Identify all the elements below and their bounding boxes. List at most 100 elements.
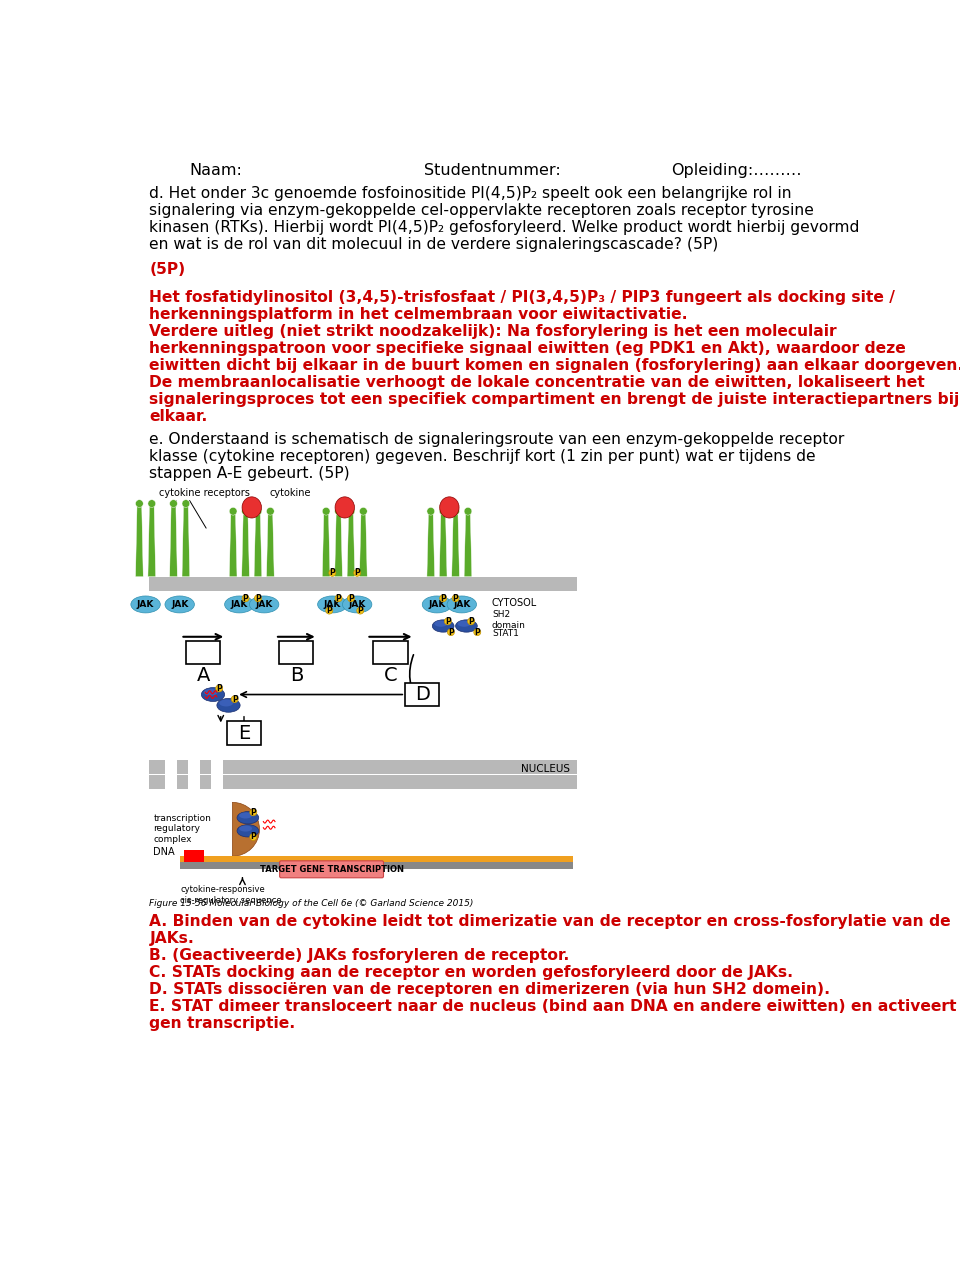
Ellipse shape xyxy=(422,595,452,613)
FancyBboxPatch shape xyxy=(279,861,383,877)
Text: JAKs.: JAKs. xyxy=(150,930,194,945)
Ellipse shape xyxy=(432,619,454,632)
Text: e. Onderstaand is schematisch de signaleringsroute van een enzym-gekoppelde rece: e. Onderstaand is schematisch de signale… xyxy=(150,432,845,447)
Text: JAK: JAK xyxy=(171,600,188,609)
Text: P: P xyxy=(326,607,332,616)
Text: d. Het onder 3c genoemde fosfoinositide PI(4,5)P₂ speelt ook een belangrijke rol: d. Het onder 3c genoemde fosfoinositide … xyxy=(150,186,792,201)
Text: P: P xyxy=(243,594,249,603)
Text: signalering via enzym-gekoppelde cel-oppervlakte receptoren zoals receptor tyros: signalering via enzym-gekoppelde cel-opp… xyxy=(150,204,814,219)
Text: cytokine receptors: cytokine receptors xyxy=(158,488,250,498)
Text: (5P): (5P) xyxy=(150,262,185,277)
Circle shape xyxy=(335,507,343,516)
Polygon shape xyxy=(452,511,460,576)
Text: SH2
domain: SH2 domain xyxy=(492,611,526,629)
Circle shape xyxy=(254,595,261,602)
Ellipse shape xyxy=(242,497,261,518)
Circle shape xyxy=(135,499,143,507)
Polygon shape xyxy=(427,511,435,576)
Text: D. STATs dissociëren van de receptoren en dimerizeren (via hun SH2 domein).: D. STATs dissociëren van de receptoren e… xyxy=(150,982,830,997)
Text: P: P xyxy=(255,594,261,603)
Circle shape xyxy=(427,507,435,516)
Circle shape xyxy=(323,507,330,516)
Ellipse shape xyxy=(237,824,259,837)
Text: P: P xyxy=(357,607,363,616)
Text: TARGET GENE TRANSCRIPTION: TARGET GENE TRANSCRIPTION xyxy=(259,865,403,873)
Ellipse shape xyxy=(204,689,218,695)
Circle shape xyxy=(335,595,342,602)
Text: cytokine-responsive
cis-regulatory sequence: cytokine-responsive cis-regulatory seque… xyxy=(180,886,282,905)
Ellipse shape xyxy=(335,497,354,518)
Wedge shape xyxy=(232,803,259,856)
Text: P: P xyxy=(474,628,480,637)
Text: JAK: JAK xyxy=(137,600,155,609)
Text: P: P xyxy=(251,808,256,817)
Text: stappen A-E gebeurt. (5P): stappen A-E gebeurt. (5P) xyxy=(150,466,350,480)
Circle shape xyxy=(348,507,355,516)
Text: herkenningsplatform in het celmembraan voor eiwitactivatie.: herkenningsplatform in het celmembraan v… xyxy=(150,307,688,322)
Ellipse shape xyxy=(239,825,252,832)
Ellipse shape xyxy=(239,813,252,819)
Bar xyxy=(150,775,577,789)
Polygon shape xyxy=(348,511,355,576)
FancyBboxPatch shape xyxy=(373,641,408,664)
Ellipse shape xyxy=(343,595,372,613)
Circle shape xyxy=(242,507,250,516)
Text: transcription
regulatory
complex: transcription regulatory complex xyxy=(154,814,211,843)
Ellipse shape xyxy=(447,595,476,613)
Circle shape xyxy=(182,499,190,507)
Polygon shape xyxy=(135,503,143,576)
Ellipse shape xyxy=(131,595,160,613)
Circle shape xyxy=(250,809,256,815)
Text: A. Binden van de cytokine leidt tot dimerizatie van de receptor en cross-fosfory: A. Binden van de cytokine leidt tot dime… xyxy=(150,914,951,929)
Text: P: P xyxy=(444,617,450,626)
Text: Verdere uitleg (niet strikt noodzakelijk): Na fosforylering is het een moleculai: Verdere uitleg (niet strikt noodzakelijk… xyxy=(150,324,837,339)
Text: JAK: JAK xyxy=(324,600,341,609)
Circle shape xyxy=(447,628,454,636)
Circle shape xyxy=(468,618,474,624)
Circle shape xyxy=(357,607,364,614)
Circle shape xyxy=(170,499,178,507)
Text: De membraanlocalisatie verhoogt de lokale concentratie van de eiwitten, lokalise: De membraanlocalisatie verhoogt de lokal… xyxy=(150,375,925,391)
Text: Figure 15-56 Molecular Biology of the Cell 6e (© Garland Science 2015): Figure 15-56 Molecular Biology of the Ce… xyxy=(150,899,474,908)
Ellipse shape xyxy=(434,621,447,627)
Text: Het fosfatidylinositol (3,4,5)-trisfosfaat / PI(3,4,5)P₃ / PIP3 fungeert als doc: Het fosfatidylinositol (3,4,5)-trisfosfa… xyxy=(150,291,896,306)
Polygon shape xyxy=(182,503,190,576)
Bar xyxy=(150,760,577,774)
Text: kinasen (RTKs). Hierbij wordt PI(4,5)P₂ gefosforyleerd. Welke product wordt hier: kinasen (RTKs). Hierbij wordt PI(4,5)P₂ … xyxy=(150,220,860,235)
Polygon shape xyxy=(267,511,275,576)
Text: JAK: JAK xyxy=(255,600,273,609)
Circle shape xyxy=(452,507,460,516)
Text: CYTOSOL: CYTOSOL xyxy=(492,598,538,608)
Polygon shape xyxy=(242,511,250,576)
Bar xyxy=(211,760,223,789)
Text: P: P xyxy=(441,594,446,603)
Bar xyxy=(150,576,577,590)
Text: STAT1: STAT1 xyxy=(492,629,518,638)
Text: NUCLEUS: NUCLEUS xyxy=(520,763,569,774)
Circle shape xyxy=(216,685,223,691)
Polygon shape xyxy=(464,511,472,576)
Ellipse shape xyxy=(456,619,477,632)
Text: P: P xyxy=(348,594,354,603)
Text: P: P xyxy=(468,617,474,626)
Text: JAK: JAK xyxy=(348,600,366,609)
Bar xyxy=(165,760,177,789)
Polygon shape xyxy=(148,503,156,576)
FancyBboxPatch shape xyxy=(227,722,261,744)
Ellipse shape xyxy=(217,699,240,712)
Text: JAK: JAK xyxy=(230,600,248,609)
Text: JAK: JAK xyxy=(428,600,445,609)
FancyBboxPatch shape xyxy=(405,683,440,707)
Circle shape xyxy=(452,595,459,602)
Polygon shape xyxy=(323,511,330,576)
Polygon shape xyxy=(170,503,178,576)
FancyBboxPatch shape xyxy=(279,641,313,664)
Text: C: C xyxy=(384,666,397,685)
Ellipse shape xyxy=(250,595,278,613)
Text: C. STATs docking aan de receptor en worden gefosforyleerd door de JAKs.: C. STATs docking aan de receptor en word… xyxy=(150,964,794,980)
Text: E. STAT dimeer transloceert naar de nucleus (bind aan DNA en andere eiwitten) en: E. STAT dimeer transloceert naar de nucl… xyxy=(150,999,957,1014)
Text: Opleiding:………: Opleiding:……… xyxy=(671,163,802,178)
Bar xyxy=(180,862,573,868)
Ellipse shape xyxy=(165,595,194,613)
Text: P: P xyxy=(453,594,459,603)
